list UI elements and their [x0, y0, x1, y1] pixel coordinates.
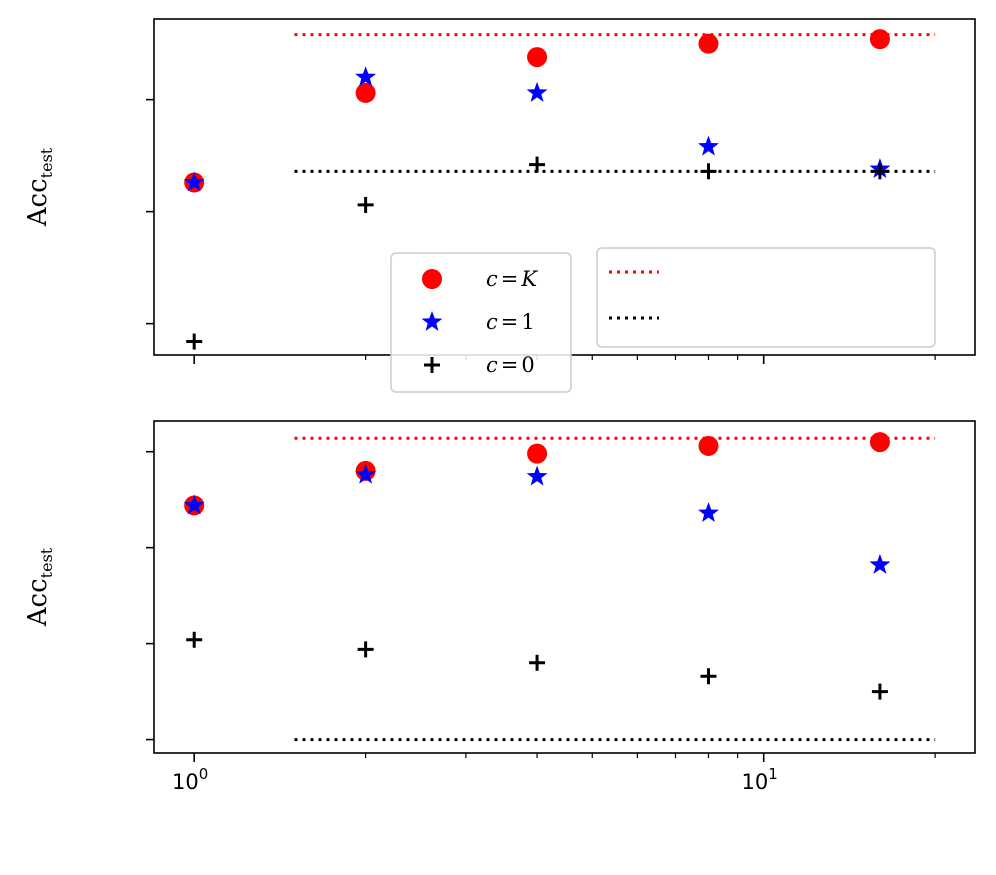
panel-top: Acctest: [23, 18, 976, 364]
legend-label: c = K: [486, 267, 538, 291]
x-tick-label: 100: [172, 765, 208, 794]
y-axis-label: Acctest: [23, 547, 56, 627]
y-axis-label: Acctest: [23, 147, 56, 227]
legend-marker-swatch: [424, 357, 440, 373]
legend-marker-swatch: [422, 269, 442, 289]
legend-markers: c = K c = 1 c = 0: [390, 252, 572, 393]
plot-frame: [153, 420, 976, 754]
data-point: [526, 465, 548, 486]
data-point: [357, 641, 374, 658]
data-point: [698, 33, 719, 54]
data-point: [355, 463, 377, 484]
data-point: [529, 156, 546, 173]
data-point: [183, 171, 205, 192]
data-point: [355, 66, 377, 87]
data-point: [357, 196, 374, 213]
data-point: [871, 163, 888, 180]
legend-frame: [596, 247, 936, 348]
series-c-equals-1: [183, 463, 891, 574]
data-point: [186, 631, 203, 648]
data-point: [698, 502, 719, 523]
legend-label: c = 1: [486, 310, 535, 334]
data-point: [700, 668, 717, 685]
data-point: [183, 494, 205, 515]
data-point: [355, 82, 376, 103]
series-c-equals-0: [186, 631, 888, 700]
data-point: [869, 432, 890, 453]
x-tick-label: 101: [742, 765, 778, 794]
data-point: [526, 81, 548, 102]
legend-lines: [596, 247, 936, 348]
data-point: [698, 435, 719, 456]
data-point: [869, 29, 890, 50]
data-point: [698, 135, 719, 156]
data-point: [527, 443, 548, 464]
panel-bottom: 100 101 Acctest: [23, 420, 976, 794]
legend-frame: [390, 252, 572, 393]
legend-label: c = 0: [486, 353, 535, 377]
series-c-equals-0: [186, 156, 888, 350]
data-point: [700, 163, 717, 180]
legend-marker-swatch: [421, 311, 443, 331]
data-point: [871, 683, 888, 700]
data-point: [186, 333, 203, 350]
data-point: [529, 654, 546, 671]
data-point: [869, 553, 891, 574]
data-point: [527, 47, 548, 68]
